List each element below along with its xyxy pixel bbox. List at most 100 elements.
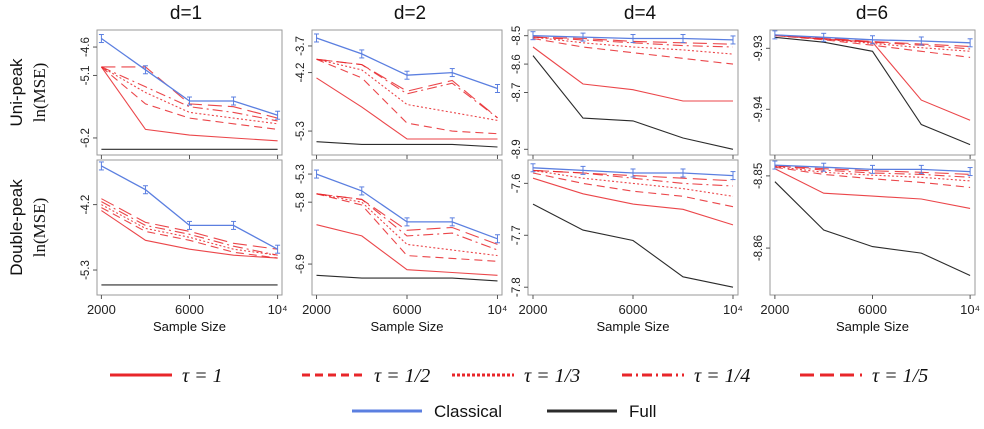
error-bar xyxy=(231,220,237,230)
xtick-label: 2000 xyxy=(302,302,331,317)
error-bar xyxy=(772,30,778,40)
series-line-full xyxy=(774,36,971,146)
error-bar xyxy=(680,168,686,178)
error-bar xyxy=(187,96,192,106)
series-line--1-2 xyxy=(101,207,278,259)
panel-frame xyxy=(769,159,976,296)
series-line-full xyxy=(532,55,734,150)
legend-label: Classical xyxy=(434,402,502,421)
error-bar xyxy=(580,32,586,42)
xtick-label: 10⁴ xyxy=(487,302,507,317)
series-line--1-5 xyxy=(316,58,498,119)
error-bar xyxy=(231,96,237,106)
series-line--1-2 xyxy=(101,66,278,130)
error-bar xyxy=(142,65,148,75)
series-line--1-2 xyxy=(774,34,971,58)
error-bar xyxy=(275,244,281,254)
panel-1-3: -8.5 -8.6 -8.7 -8.9 xyxy=(511,26,739,159)
panel-1-4: -9.93 -9.94 xyxy=(753,29,976,159)
xlabel: Sample Size xyxy=(597,319,670,334)
column-title-2: d=2 xyxy=(394,3,426,24)
error-bar xyxy=(730,35,736,45)
error-bar xyxy=(821,162,827,172)
legend-label: τ = 1 xyxy=(182,365,223,387)
series-line-full xyxy=(316,141,498,148)
series-line--1-3 xyxy=(316,58,498,121)
ytick-label: -4.2 xyxy=(295,63,307,83)
ytick-label: -5.3 xyxy=(295,121,307,141)
series-line--1-3 xyxy=(101,204,278,256)
ytick-label: -8.7 xyxy=(511,83,523,103)
error-bar xyxy=(494,234,500,244)
error-bar xyxy=(870,164,875,174)
series-line--1-5 xyxy=(316,193,498,245)
column-titles: d=1 d=2 d=4 d=6 xyxy=(170,3,888,24)
xlabel: Sample Size xyxy=(371,319,444,334)
ytick-label: -5.8 xyxy=(295,192,307,212)
ytick-label: -8.86 xyxy=(753,235,765,261)
ytick-label: -5.1 xyxy=(80,66,92,86)
ytick-label: -8.85 xyxy=(753,163,765,189)
series-line-full xyxy=(774,181,971,276)
panel-frame xyxy=(96,29,283,156)
error-bar xyxy=(359,186,365,196)
legend-label: τ = 1/5 xyxy=(872,365,928,387)
xtick-label: 10⁴ xyxy=(960,302,980,317)
xtick-label: 2000 xyxy=(519,302,548,317)
ytick-label: -7.8 xyxy=(511,277,523,297)
row-ylabel-1: ln(MSE) xyxy=(30,63,49,123)
error-bar xyxy=(821,32,827,42)
series-line--1-3 xyxy=(774,165,971,182)
series-line-full xyxy=(532,203,734,288)
legend-label: Full xyxy=(629,402,656,421)
error-bar xyxy=(314,169,320,179)
column-title-4: d=6 xyxy=(856,3,888,24)
ytick-label: -8.5 xyxy=(511,26,523,46)
error-bar xyxy=(98,34,104,44)
series-line--1-2 xyxy=(532,37,734,65)
error-bar xyxy=(530,31,536,41)
series-line--1 xyxy=(101,210,278,259)
series-line--1-2 xyxy=(316,58,498,135)
error-bar xyxy=(630,168,636,178)
error-bar xyxy=(870,35,875,45)
series-line--1-4 xyxy=(774,34,971,50)
panel-frame xyxy=(527,159,739,296)
xtick-label: 2000 xyxy=(760,302,789,317)
error-bar xyxy=(967,167,973,177)
series-line--1-3 xyxy=(316,193,498,257)
series-line--1-4 xyxy=(774,165,971,178)
panel-1-1: -4.6 -5.1 -6.2 xyxy=(80,29,283,159)
xtick-label: 6000 xyxy=(619,302,648,317)
xtick-label: 2000 xyxy=(87,302,116,317)
ytick-label: -8.6 xyxy=(511,54,523,74)
panel-2-4: -8.85 -8.86 2000 6000 10⁴ Sample Size xyxy=(753,159,980,334)
series-line--1-2 xyxy=(774,166,971,188)
ytick-label: -5.3 xyxy=(80,260,92,280)
ytick-label: -7.6 xyxy=(511,173,523,193)
series-line--1-4 xyxy=(101,201,278,256)
error-bar xyxy=(404,217,410,227)
row-ylabel-2: ln(MSE) xyxy=(30,198,49,258)
ytick-label: -9.93 xyxy=(753,35,765,61)
error-bar xyxy=(449,217,455,227)
panel-frame xyxy=(311,29,503,156)
error-bar xyxy=(98,161,104,171)
error-bar xyxy=(494,84,500,94)
xtick-label: 10⁴ xyxy=(268,302,288,317)
series-line--1-4 xyxy=(316,193,498,251)
error-bar xyxy=(187,220,192,230)
legend-label: τ = 1/3 xyxy=(524,365,580,387)
xtick-label: 10⁴ xyxy=(723,302,743,317)
error-bar xyxy=(918,36,924,46)
error-bar xyxy=(275,110,281,120)
ytick-label: -6.2 xyxy=(80,128,92,148)
xtick-label: 6000 xyxy=(858,302,887,317)
ytick-label: -9.94 xyxy=(753,96,765,123)
xtick-label: 6000 xyxy=(175,302,204,317)
ytick-label: -6.9 xyxy=(295,254,307,274)
row-label-2: Double-peak xyxy=(7,179,26,276)
series-line--1-4 xyxy=(316,58,498,119)
series-line--1 xyxy=(774,168,971,209)
